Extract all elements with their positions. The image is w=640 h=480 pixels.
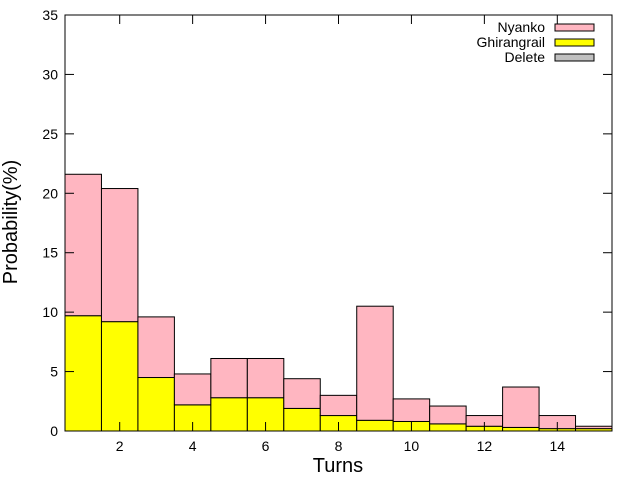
ticks-layer: 0 5 10 15 20 25 30 35 2 4 6 8 10 12 14 — [42, 7, 612, 454]
y-tick-label: 10 — [42, 304, 58, 320]
x-axis-title: Turns — [313, 455, 363, 477]
bar-nyanko-1 — [64, 173, 102, 317]
bar-ghirangrail-3 — [137, 377, 175, 432]
bar-nyanko-3 — [137, 316, 175, 379]
y-axis-title: Probability(%) — [0, 160, 22, 284]
y-tick-label: 25 — [42, 126, 58, 142]
bar-nyanko-13 — [502, 386, 540, 428]
bar-ghirangrail-9 — [356, 419, 394, 432]
legend-swatch-nyanko — [554, 23, 595, 32]
x-tick-label: 8 — [335, 438, 343, 454]
bar-ghirangrail-13 — [502, 426, 540, 432]
bar-nyanko-5 — [210, 357, 248, 399]
bar-ghirangrail-11 — [429, 423, 467, 432]
bar-ghirangrail-1 — [64, 315, 102, 432]
y-tick-label: 20 — [42, 185, 58, 201]
y-tick-label: 5 — [50, 364, 58, 380]
y-tick-label: 0 — [50, 423, 58, 439]
bar-nyanko-15 — [575, 425, 613, 430]
x-tick-label: 14 — [550, 438, 566, 454]
y-tick-label: 30 — [42, 66, 58, 82]
y-tick-label: 15 — [42, 245, 58, 261]
bar-nyanko-11 — [429, 405, 467, 425]
bars-layer — [64, 173, 613, 432]
x-tick-label: 6 — [262, 438, 270, 454]
bar-nyanko-10 — [392, 398, 431, 422]
bar-ghirangrail-5 — [210, 397, 248, 432]
x-tick-label: 12 — [477, 438, 493, 454]
y-tick-label: 35 — [42, 7, 58, 23]
x-tick-label: 4 — [189, 438, 197, 454]
x-tick-label: 2 — [116, 438, 124, 454]
legend-swatch-ghirangrail — [554, 38, 595, 47]
bar-nyanko-9 — [356, 305, 394, 421]
bar-nyanko-2 — [100, 188, 139, 323]
bar-nyanko-8 — [319, 394, 358, 417]
legend-swatch-delete — [554, 53, 595, 62]
bar-ghirangrail-7 — [283, 407, 321, 432]
legend-label-ghirangrail: Ghirangrail — [477, 34, 545, 50]
legend-label-nyanko: Nyanko — [498, 19, 546, 35]
x-tick-label: 10 — [404, 438, 420, 454]
bar-ghirangrail-2 — [100, 321, 139, 432]
legend-label-delete: Delete — [505, 49, 546, 65]
plot-frame — [64, 14, 613, 432]
bar-nyanko-7 — [283, 378, 321, 409]
bar-nyanko-4 — [173, 373, 212, 406]
bar-nyanko-6 — [246, 357, 285, 399]
